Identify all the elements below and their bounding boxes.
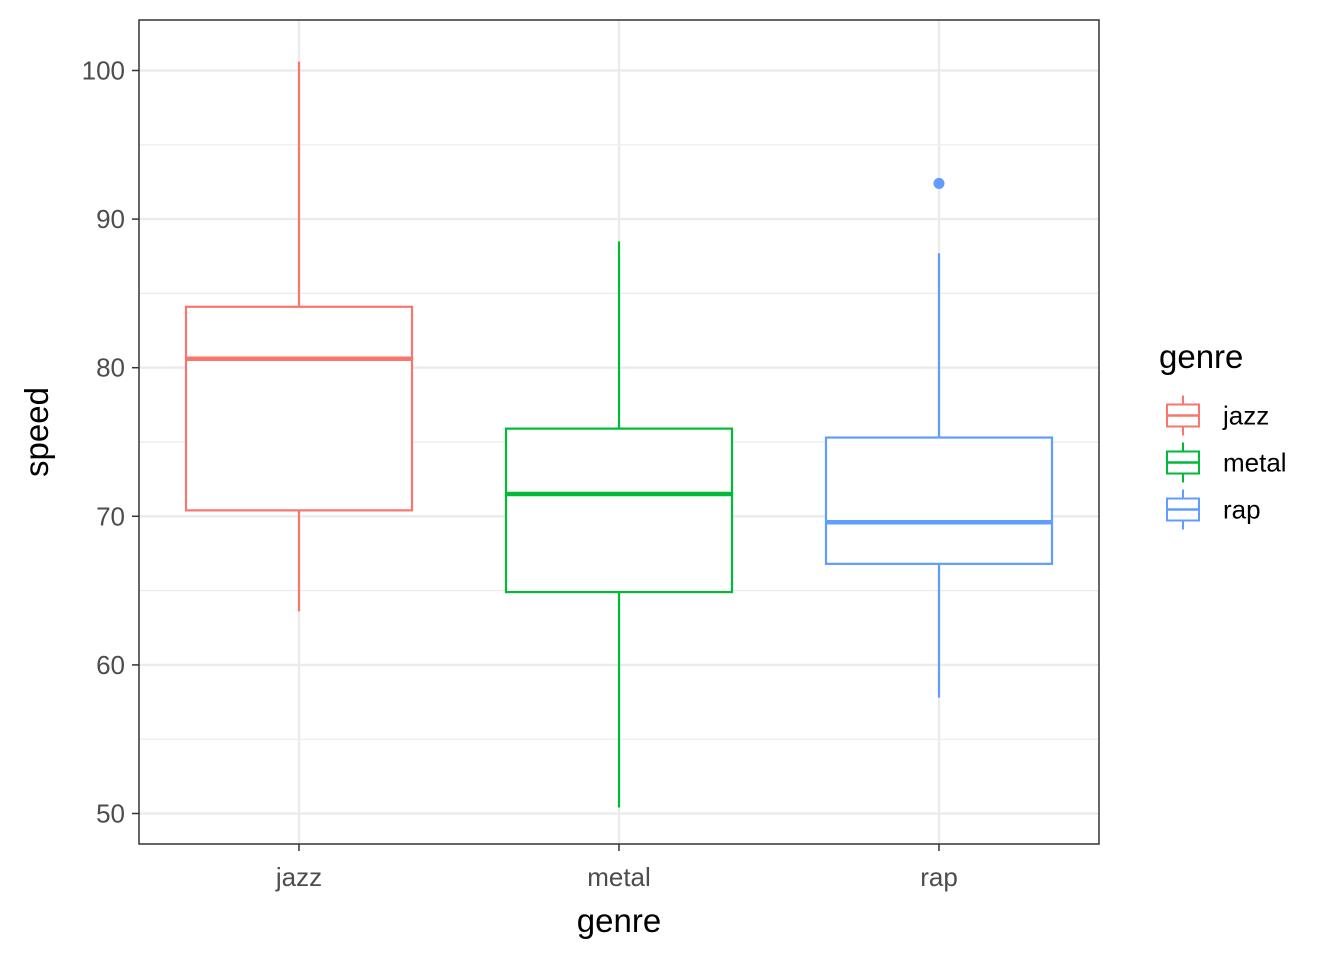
y-tick-label: 60 xyxy=(96,650,125,680)
legend-item-jazz: jazz xyxy=(1166,395,1269,436)
y-tick-label: 70 xyxy=(96,501,125,531)
box-jazz xyxy=(184,61,414,612)
x-tick-label: rap xyxy=(920,862,958,892)
legend-label-rap: rap xyxy=(1223,495,1261,525)
y-axis-title: speed xyxy=(18,387,55,477)
y-axis-ticks: 50 60 70 80 90 100 xyxy=(82,56,139,829)
box-rap xyxy=(824,177,1054,698)
legend-label-metal: metal xyxy=(1223,448,1287,478)
y-tick-label: 100 xyxy=(82,56,125,86)
y-tick-label: 90 xyxy=(96,204,125,234)
box-body xyxy=(184,305,414,512)
x-axis-title: genre xyxy=(577,902,661,939)
x-tick-label: jazz xyxy=(275,862,322,892)
y-tick-label: 50 xyxy=(96,799,125,829)
legend-item-metal: metal xyxy=(1166,442,1287,483)
legend: genre jazz metal rap xyxy=(1159,338,1287,530)
boxes xyxy=(184,61,1054,808)
y-tick-label: 80 xyxy=(96,353,125,383)
x-tick-label: metal xyxy=(587,862,651,892)
box-metal xyxy=(504,241,734,808)
legend-title: genre xyxy=(1159,338,1243,375)
x-axis-ticks: jazz metal rap xyxy=(275,844,958,892)
legend-label-jazz: jazz xyxy=(1222,401,1269,431)
box-body xyxy=(504,427,734,594)
box-body xyxy=(824,436,1054,565)
outlier-point xyxy=(933,177,945,189)
legend-item-rap: rap xyxy=(1166,489,1261,530)
